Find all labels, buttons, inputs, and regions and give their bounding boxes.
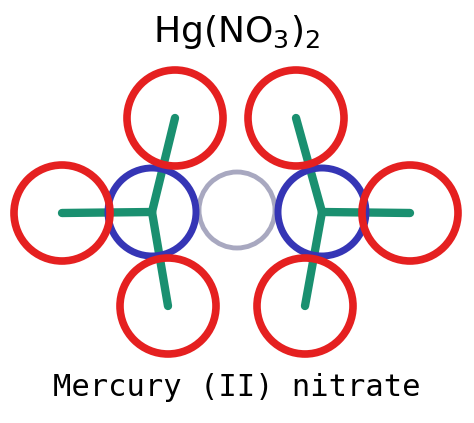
Text: Mercury (II) nitrate: Mercury (II) nitrate [53,374,421,403]
Text: Hg(NO$_3)_2$: Hg(NO$_3)_2$ [154,13,320,51]
